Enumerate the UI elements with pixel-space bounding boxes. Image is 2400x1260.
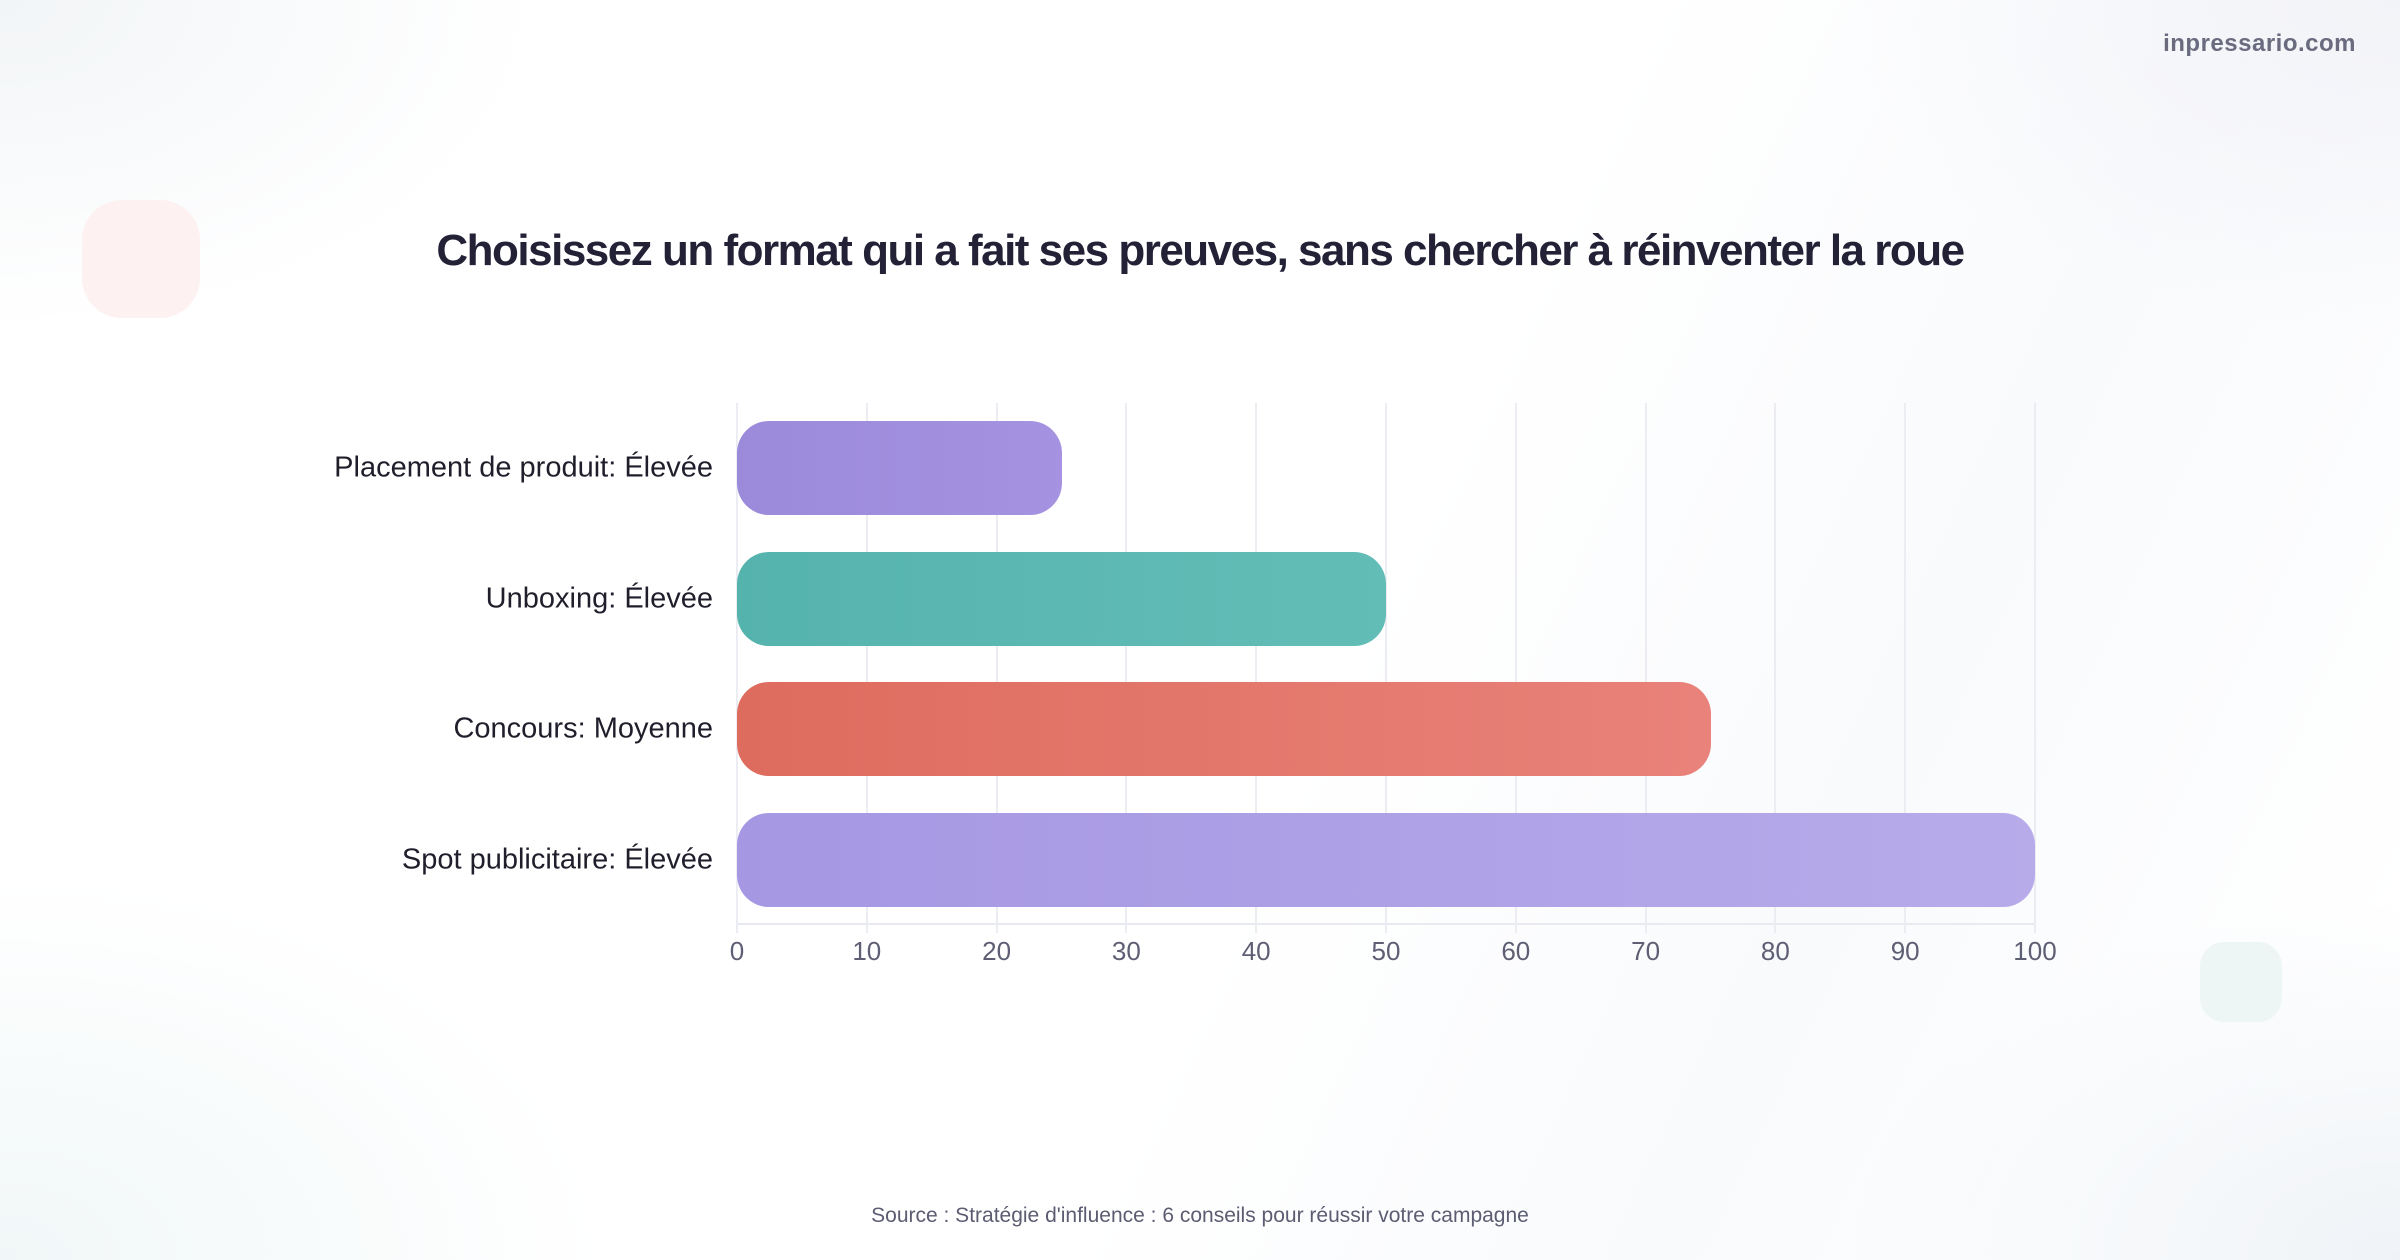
gridline xyxy=(1514,403,1517,933)
gridline xyxy=(1644,403,1647,933)
bar xyxy=(737,551,1386,646)
bar xyxy=(737,682,1711,777)
category-label: Spot publicitaire: Élevée xyxy=(401,843,713,876)
x-tick-label: 0 xyxy=(729,936,745,966)
x-tick-label: 90 xyxy=(1890,936,1920,966)
plot-area xyxy=(736,403,2036,933)
source-caption: Source : Stratégie d'influence : 6 conse… xyxy=(871,1204,1529,1227)
bar xyxy=(737,421,1062,516)
gridline xyxy=(1774,403,1777,933)
gridline xyxy=(865,403,868,933)
gridline xyxy=(2034,403,2036,933)
x-tick-label: 80 xyxy=(1760,936,1790,966)
x-tick-label: 20 xyxy=(982,936,1012,966)
gridline xyxy=(736,403,738,933)
x-axis-ticks: 0 10 20 30 40 50 60 70 80 90 100 xyxy=(730,936,2057,976)
x-tick-label: 60 xyxy=(1501,936,1531,966)
x-tick-label: 70 xyxy=(1631,936,1661,966)
bar-chart: Placement de produit: Élevée Unboxing: Él… xyxy=(0,403,2400,933)
x-tick-label: 50 xyxy=(1371,936,1401,966)
x-tick-label: 10 xyxy=(852,936,882,966)
x-tick-label: 100 xyxy=(2013,936,2057,966)
category-label: Unboxing: Élevée xyxy=(485,582,713,615)
chart-title: Choisissez un format qui a fait ses preu… xyxy=(436,226,1965,275)
category-labels: Placement de produit: Élevée Unboxing: Él… xyxy=(0,403,713,925)
x-tick-label: 40 xyxy=(1241,936,1271,966)
decorative-teal-square xyxy=(2200,942,2282,1022)
category-label: Concours: Moyenne xyxy=(453,712,713,745)
gridline xyxy=(1125,403,1128,933)
bar xyxy=(737,812,2035,907)
gridline xyxy=(995,403,998,933)
x-tick-label: 30 xyxy=(1111,936,1141,966)
gridline xyxy=(1904,403,1907,933)
decorative-pink-square xyxy=(82,200,200,318)
site-watermark: inpressario.com xyxy=(2163,30,2356,57)
category-label: Placement de produit: Élevée xyxy=(334,451,713,484)
gridline xyxy=(1385,403,1387,933)
gridline xyxy=(1255,403,1258,933)
